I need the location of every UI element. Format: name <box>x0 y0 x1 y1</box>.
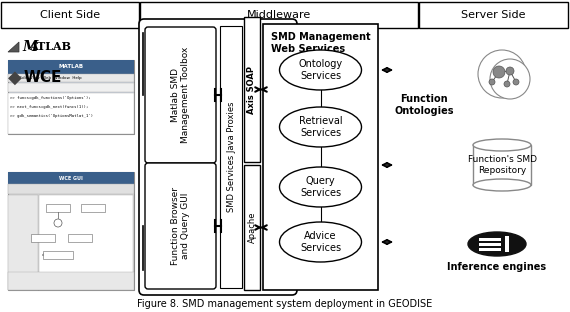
Text: >> next_funcs=gdk_next(funcs(1));: >> next_funcs=gdk_next(funcs(1)); <box>10 105 88 109</box>
Bar <box>8 83 134 92</box>
Text: g_archive: g_archive <box>71 236 88 240</box>
Text: SMD Management
Web Services: SMD Management Web Services <box>271 32 370 54</box>
Text: >> gdk_semantics('OptionsMatlat_1'): >> gdk_semantics('OptionsMatlat_1') <box>10 114 93 118</box>
Text: WCE: WCE <box>24 71 62 85</box>
Bar <box>46 204 70 212</box>
Bar <box>8 60 134 74</box>
Text: Advice
Services: Advice Services <box>300 231 341 253</box>
Circle shape <box>513 79 519 85</box>
Bar <box>1 2 139 28</box>
Bar <box>140 2 418 28</box>
Text: Middleware: Middleware <box>247 10 311 20</box>
Text: WCE GUI: WCE GUI <box>59 175 83 181</box>
Bar <box>220 26 242 288</box>
Ellipse shape <box>279 167 361 207</box>
Polygon shape <box>8 42 19 52</box>
Bar <box>68 234 92 242</box>
Bar <box>8 74 134 82</box>
Text: Apache: Apache <box>247 212 256 243</box>
Bar <box>39 195 133 290</box>
Text: Query
Services: Query Services <box>300 176 341 198</box>
Ellipse shape <box>473 179 531 191</box>
Bar <box>244 165 260 290</box>
Circle shape <box>490 59 530 99</box>
Bar <box>479 242 501 246</box>
Text: SMD Services Java Proxies: SMD Services Java Proxies <box>226 102 235 212</box>
Bar <box>419 2 568 28</box>
Bar <box>31 234 55 242</box>
Bar <box>8 172 134 184</box>
Circle shape <box>54 219 62 227</box>
Ellipse shape <box>468 232 526 256</box>
Bar <box>473 145 531 185</box>
Bar <box>8 60 134 134</box>
Bar <box>479 237 501 241</box>
Text: Retrieval
Services: Retrieval Services <box>299 116 343 138</box>
Bar <box>8 93 134 134</box>
FancyBboxPatch shape <box>139 19 297 295</box>
Text: ◆: ◆ <box>8 69 22 87</box>
Ellipse shape <box>473 139 531 151</box>
Bar <box>8 272 134 290</box>
Text: File  Edit  View  Web  Window  Help: File Edit View Web Window Help <box>10 76 82 80</box>
Text: Matlab SMD
Management Toolbox: Matlab SMD Management Toolbox <box>171 47 190 143</box>
Bar <box>8 195 38 290</box>
Circle shape <box>504 81 510 87</box>
Text: ATLAB: ATLAB <box>29 41 71 52</box>
FancyBboxPatch shape <box>145 27 216 163</box>
Text: g_optimizer: g_optimizer <box>32 236 54 240</box>
Text: Function
Ontologies: Function Ontologies <box>394 94 454 116</box>
Text: objective_lib_drag: objective_lib_drag <box>42 253 74 257</box>
Circle shape <box>478 50 526 98</box>
Ellipse shape <box>279 50 361 90</box>
Text: M: M <box>22 40 38 54</box>
Text: Axis SOAP: Axis SOAP <box>247 66 256 114</box>
Bar <box>263 24 378 290</box>
Bar <box>505 236 509 252</box>
Ellipse shape <box>279 222 361 262</box>
Text: Function's SMD
Repository: Function's SMD Repository <box>467 155 536 175</box>
Bar <box>8 172 134 290</box>
Circle shape <box>493 66 505 78</box>
Text: MATLAB: MATLAB <box>59 65 84 70</box>
Text: Function Browser
and Query GUI: Function Browser and Query GUI <box>171 187 190 265</box>
Bar <box>43 251 73 259</box>
Bar <box>244 17 260 162</box>
Text: Inference engines: Inference engines <box>447 262 547 272</box>
Text: Ontology
Services: Ontology Services <box>299 59 343 81</box>
Circle shape <box>506 67 514 75</box>
Text: Figure 8. SMD management system deployment in GEODISE: Figure 8. SMD management system deployme… <box>137 299 433 309</box>
Text: >> funcs=gdk_functions('Options');: >> funcs=gdk_functions('Options'); <box>10 96 91 100</box>
Circle shape <box>489 79 495 85</box>
Text: Client Side: Client Side <box>40 10 100 20</box>
Ellipse shape <box>279 107 361 147</box>
Bar <box>479 247 501 251</box>
Text: g_processor: g_processor <box>82 206 104 210</box>
Text: g_setup: g_setup <box>51 206 65 210</box>
Text: Server Side: Server Side <box>461 10 526 20</box>
Bar <box>81 204 105 212</box>
FancyBboxPatch shape <box>145 163 216 289</box>
Bar <box>8 184 134 194</box>
